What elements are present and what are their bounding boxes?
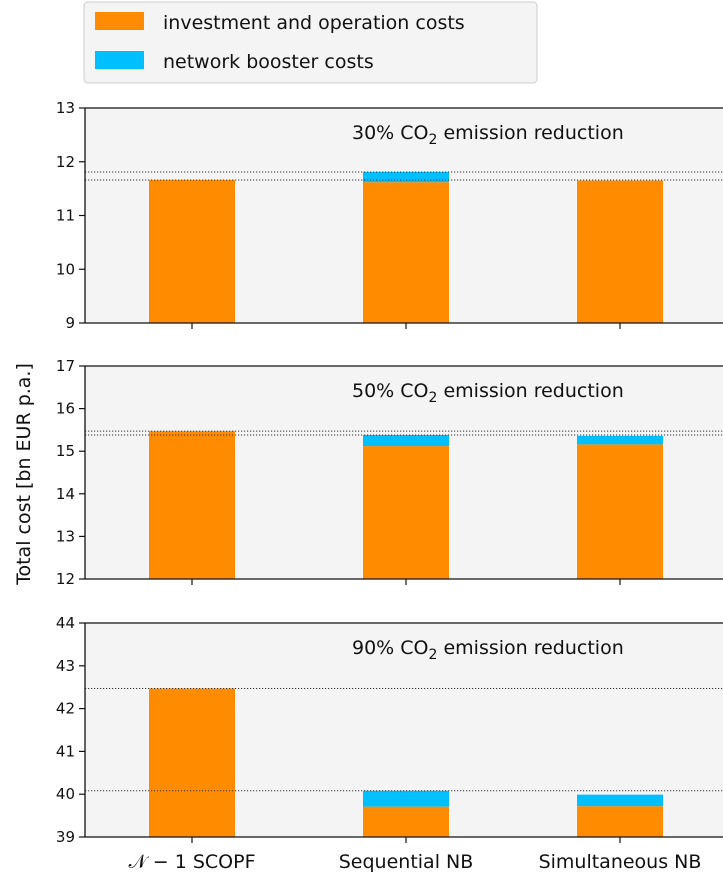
bar-investment-scopf bbox=[149, 688, 235, 837]
panel-annotation: 50% CO2 emission reduction bbox=[352, 380, 624, 406]
y-tick-label: 16 bbox=[56, 400, 75, 418]
panel-annotation: 90% CO2 emission reduction bbox=[352, 637, 624, 663]
y-tick-label: 13 bbox=[56, 527, 75, 545]
legend-label-booster: network booster costs bbox=[163, 51, 374, 73]
bar-investment-simultaneous bbox=[577, 180, 663, 323]
y-tick-label: 40 bbox=[56, 785, 75, 803]
bar-investment-scopf bbox=[149, 431, 235, 579]
legend-swatch-investment bbox=[95, 12, 144, 30]
bar-investment-simultaneous bbox=[577, 444, 663, 579]
y-tick-label: 14 bbox=[56, 485, 75, 503]
panel-90-percent: 39 40 41 42 43 44 90% CO2 emission reduction bbox=[56, 614, 723, 846]
y-tick-label: 15 bbox=[56, 442, 75, 460]
bar-investment-sequential bbox=[363, 182, 449, 323]
legend-frame bbox=[83, 1, 538, 84]
bar-investment-sequential bbox=[363, 806, 449, 837]
bar-booster-sequential bbox=[363, 435, 449, 447]
y-axis-label: Total cost [bn EUR p.a.] bbox=[13, 363, 35, 586]
x-tick-label-sequential: Sequential NB bbox=[339, 851, 474, 873]
y-tick-label: 12 bbox=[56, 153, 75, 171]
y-tick-label: 41 bbox=[56, 742, 75, 760]
panel-30-percent: 9 10 11 12 13 30% CO2 emission reduction bbox=[56, 99, 723, 332]
bar-investment-simultaneous bbox=[577, 806, 663, 837]
bar-investment-scopf bbox=[149, 180, 235, 323]
y-tick-label: 11 bbox=[56, 207, 75, 225]
bar-investment-sequential bbox=[363, 446, 449, 579]
bar-booster-simultaneous bbox=[577, 435, 663, 445]
panel-annotation: 30% CO2 emission reduction bbox=[352, 122, 624, 148]
y-tick-label: 12 bbox=[56, 570, 75, 588]
y-tick-label: 13 bbox=[56, 99, 75, 117]
bar-booster-sequential bbox=[363, 790, 449, 807]
legend: investment and operation costs network b… bbox=[83, 1, 538, 84]
x-tick-label-scopf: 𝒩 − 1 SCOPF bbox=[129, 851, 256, 873]
y-tick-label: 9 bbox=[65, 314, 75, 332]
x-tick-label-simultaneous: Simultaneous NB bbox=[539, 851, 702, 873]
y-tick-label: 43 bbox=[56, 657, 75, 675]
panel-50-percent: 12 13 14 15 16 17 50% CO2 emission reduction bbox=[56, 357, 723, 588]
x-axis: 𝒩 − 1 SCOPF Sequential NB Simultaneous N… bbox=[129, 851, 702, 873]
legend-label-investment: investment and operation costs bbox=[163, 12, 465, 34]
y-tick-label: 42 bbox=[56, 700, 75, 718]
legend-swatch-booster bbox=[95, 51, 144, 69]
y-tick-label: 44 bbox=[56, 614, 75, 632]
y-tick-label: 39 bbox=[56, 828, 75, 846]
bar-booster-simultaneous bbox=[577, 794, 663, 807]
bar-booster-sequential bbox=[363, 171, 449, 183]
y-tick-label: 10 bbox=[56, 260, 75, 278]
y-tick-label: 17 bbox=[56, 357, 75, 375]
